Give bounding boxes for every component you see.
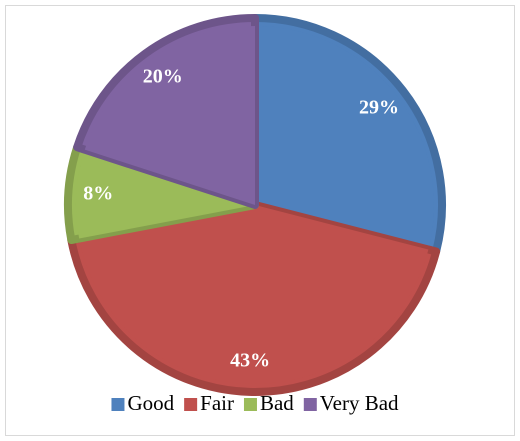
legend-label: Good [127,391,174,415]
legend-label: Very Bad [320,391,399,415]
legend-swatch [184,398,198,411]
pie-slice-face [255,26,434,250]
data-label: 29% [359,96,399,118]
legend-label: Bad [260,391,294,415]
pie-slice-face [84,26,255,205]
pie-slice-face [79,205,429,384]
legend-swatch [111,398,125,411]
legend-swatch [303,398,317,411]
pie-slice-face [76,149,255,239]
legend-swatch [243,398,257,411]
data-label: 8% [83,183,113,205]
data-label: 43% [230,350,270,372]
legend: Good Fair Bad Very Bad [111,391,399,415]
data-label: 20% [143,66,183,88]
legend-label: Fair [200,391,234,415]
